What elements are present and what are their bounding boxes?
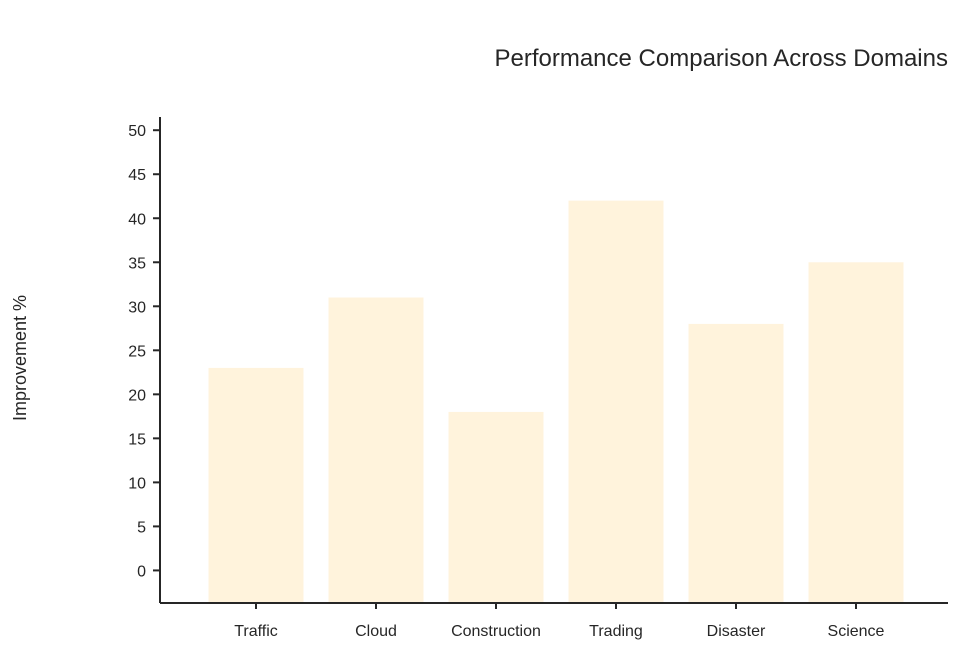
y-tick-label: 45 <box>128 167 146 184</box>
bar-construction <box>448 411 544 603</box>
y-tick-label: 35 <box>128 255 146 272</box>
y-tick-label: 30 <box>128 299 146 316</box>
chart-title: Performance Comparison Across Domains <box>494 45 948 72</box>
y-tick-label: 20 <box>128 387 146 404</box>
x-ticks-group: Traffic Cloud Construction Trading Disaster S… <box>234 603 885 640</box>
y-tick-label: 50 <box>128 123 146 140</box>
x-tick-label: Disaster <box>707 623 766 640</box>
bars-group <box>208 200 904 604</box>
x-tick-label: Construction <box>451 623 541 640</box>
bar-cloud <box>328 297 424 603</box>
bar-trading <box>568 200 664 604</box>
y-tick-label: 10 <box>128 475 146 492</box>
bar-science <box>808 262 904 603</box>
bar-traffic <box>208 367 304 603</box>
x-tick-label: Trading <box>589 623 643 640</box>
x-tick-label: Traffic <box>234 623 278 640</box>
bar-disaster <box>688 323 784 603</box>
y-ticks-group: 0 5 10 15 20 25 30 35 40 45 50 <box>128 123 160 580</box>
y-tick-label: 15 <box>128 431 146 448</box>
y-tick-label: 0 <box>137 563 146 580</box>
y-tick-label: 40 <box>128 211 146 228</box>
y-tick-label: 25 <box>128 343 146 360</box>
y-axis-label: Improvement % <box>10 295 30 421</box>
x-tick-label: Science <box>828 623 885 640</box>
x-tick-label: Cloud <box>355 623 397 640</box>
y-tick-label: 5 <box>137 519 146 536</box>
